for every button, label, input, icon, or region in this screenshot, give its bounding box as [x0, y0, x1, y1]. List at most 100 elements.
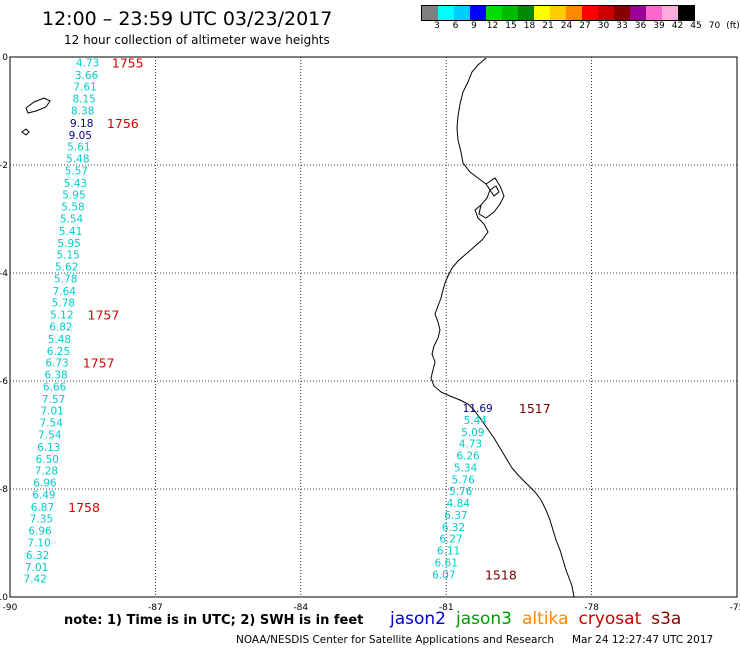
wave-height-label: 5.34	[454, 462, 478, 474]
credit-text: NOAA/NESDIS Center for Satellite Applica…	[236, 634, 554, 646]
wave-height-label: 7.57	[42, 394, 65, 406]
wave-height-label: 6.25	[47, 346, 70, 358]
pass-time-label: 1518	[485, 567, 517, 582]
wave-height-label: 5.76	[449, 486, 473, 498]
wave-height-label: 5.76	[451, 474, 475, 486]
color-swatch	[518, 6, 534, 20]
wave-height-label: 7.61	[73, 82, 96, 94]
wave-height-label: 6.66	[43, 381, 67, 393]
page-title: 12:00 – 23:59 UTC 03/23/2017	[42, 8, 333, 30]
pass-time-label: 1517	[519, 401, 551, 416]
color-scale-label: 6	[452, 21, 459, 31]
wave-height-label: 6.49	[32, 489, 55, 501]
y-tick-label: -2	[0, 161, 8, 171]
legend-note: note: 1) Time is in UTC; 2) SWH is in fe…	[64, 613, 364, 628]
wave-height-label: 5.48	[48, 334, 71, 346]
pass-time-label: 1758	[68, 500, 100, 515]
color-scale-label: 70	[708, 21, 721, 31]
wave-height-label: 5.15	[56, 250, 79, 262]
wave-height-label: 7.28	[35, 466, 58, 478]
map-frame	[9, 56, 738, 598]
legend-jason3: jason3	[456, 609, 512, 629]
pass-time-label: 1755	[112, 55, 144, 70]
wave-height-label: 6.38	[44, 370, 67, 382]
wave-height-label: 5.41	[59, 226, 82, 238]
wave-height-label: 6.26	[456, 451, 480, 463]
wave-height-label: 5.57	[65, 165, 88, 177]
x-tick-label: -78	[584, 603, 599, 613]
wave-height-label: 6.96	[28, 526, 52, 538]
color-scale-label: 42	[671, 21, 684, 31]
color-scale-label: 30	[597, 21, 610, 31]
x-tick-label: -84	[293, 603, 308, 613]
x-tick-label: -90	[3, 603, 18, 613]
color-scale-label: 27	[579, 21, 591, 31]
wave-height-label: 8.38	[71, 105, 94, 117]
wave-height-label: 6.27	[439, 534, 462, 546]
wave-height-label: 5.48	[66, 154, 89, 166]
pass-time-label: 1756	[107, 116, 139, 131]
x-tick-label: -87	[148, 603, 163, 613]
wave-height-label: 6.96	[33, 478, 57, 490]
satellite-legend: jason2 jason3 altika cryosat s3a	[390, 609, 691, 629]
color-scale-label: 39	[653, 21, 665, 31]
wave-height-label: 5.78	[52, 298, 75, 310]
y-tick-label: -10	[0, 593, 8, 603]
island-outline	[25, 97, 51, 114]
wave-height-label: 3.66	[75, 70, 99, 82]
wave-height-label: 5.61	[67, 142, 90, 154]
wave-height-label: 6.32	[442, 522, 465, 534]
y-tick-label: -6	[0, 377, 8, 387]
color-scale-label: 33	[616, 21, 628, 31]
color-scale-bar	[421, 5, 695, 21]
wave-height-label: 6.32	[26, 550, 49, 562]
pass-time-label: 1757	[83, 356, 115, 371]
wave-height-label: 5.44	[464, 415, 488, 427]
y-tick-label: -8	[0, 485, 8, 495]
x-tick-label: -75	[730, 603, 740, 613]
wave-height-label: 5.58	[61, 202, 84, 214]
wave-height-label: 5.95	[57, 238, 80, 250]
wave-height-label: 7.01	[25, 562, 48, 574]
wave-height-label: 5.09	[461, 427, 484, 439]
color-scale-label: 18	[523, 21, 536, 31]
color-swatch	[566, 6, 582, 20]
color-swatch	[662, 6, 678, 20]
color-swatch	[438, 6, 454, 20]
wave-height-label: 5.12	[50, 310, 73, 322]
wave-height-label: 4.84	[447, 498, 471, 510]
wave-height-label: 7.10	[27, 537, 50, 549]
color-swatch	[582, 6, 598, 20]
color-scale-label: 21	[542, 21, 554, 31]
color-swatch	[678, 6, 694, 20]
wave-height-label: 5.54	[60, 213, 84, 225]
color-scale-label: 12	[486, 21, 499, 31]
color-swatch	[630, 6, 646, 20]
legend-jason2: jason2	[390, 609, 446, 629]
wave-height-label: 9.05	[69, 130, 92, 142]
wave-height-label: 6.07	[432, 569, 455, 581]
wave-height-label: 7.42	[24, 574, 47, 586]
wave-height-label: 6.82	[49, 321, 72, 333]
wave-height-label: 7.54	[40, 418, 64, 430]
wave-height-label: 7.35	[30, 514, 53, 526]
color-swatch	[646, 6, 662, 20]
color-scale-label: 15	[505, 21, 517, 31]
color-swatch	[486, 6, 502, 20]
wave-height-label: 6.37	[444, 510, 467, 522]
color-swatch	[598, 6, 614, 20]
legend-s3a: s3a	[651, 609, 682, 629]
y-tick-label: 0	[2, 53, 8, 63]
color-swatch	[534, 6, 550, 20]
wave-height-label: 7.01	[40, 406, 63, 418]
wave-height-label: 5.62	[55, 262, 78, 274]
footer-credit: NOAA/NESDIS Center for Satellite Applica…	[236, 634, 713, 646]
color-swatch	[454, 6, 470, 20]
color-scale-labels: 3 6 9 12 15 18 21 24 27 30 33 36 39 42 45 70 (ft)	[421, 21, 740, 33]
wave-height-label: 6.87	[31, 502, 54, 514]
y-tick-label: -4	[0, 269, 8, 279]
color-scale-label: 3	[434, 21, 440, 31]
color-swatch	[502, 6, 518, 20]
wave-height-label: 6.73	[45, 358, 68, 370]
